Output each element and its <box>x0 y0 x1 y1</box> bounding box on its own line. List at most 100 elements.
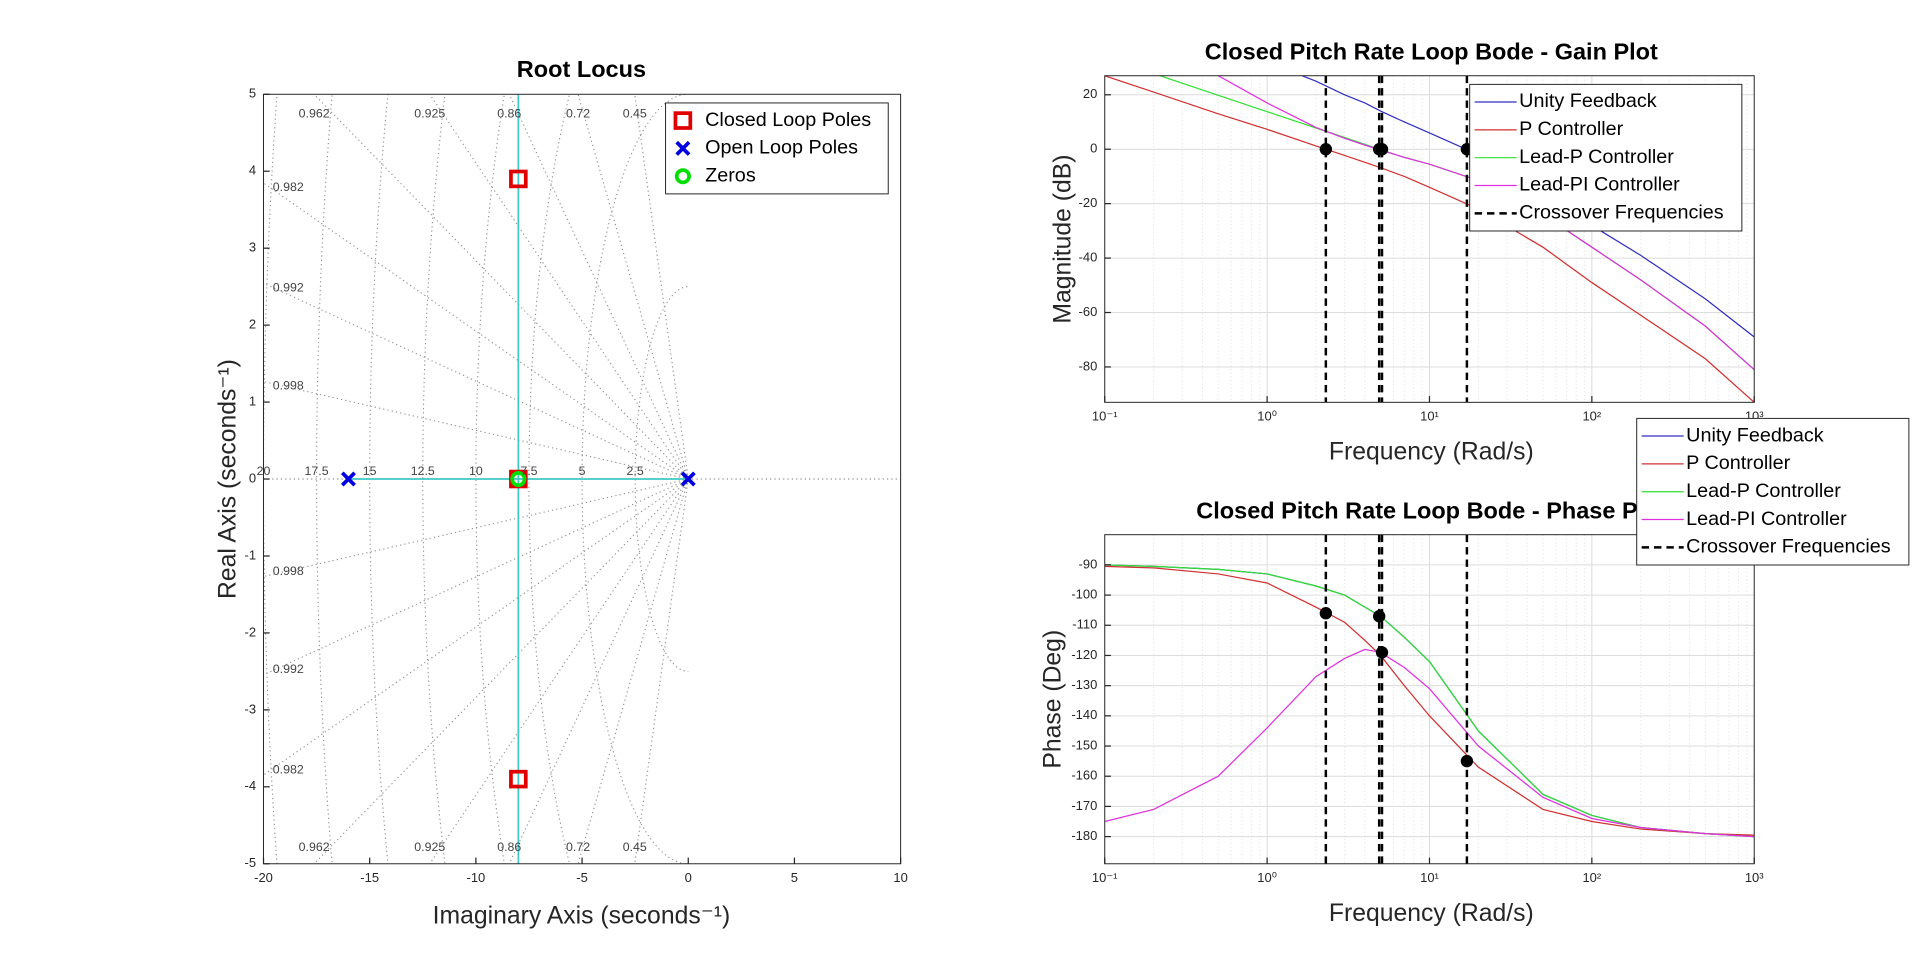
series-line <box>1216 75 1755 371</box>
y-tick-label: -1 <box>245 547 257 562</box>
legend-label: Closed Loop Poles <box>705 109 871 131</box>
x-tick-label: 5 <box>791 870 798 885</box>
crossover-point <box>1375 646 1389 659</box>
damping-label: 0.45 <box>623 106 647 120</box>
legend-label: Open Loop Poles <box>705 137 858 159</box>
y-tick-label: 0 <box>249 470 256 485</box>
axes: -20 -15 -10 -5 0 5 10-5-4-3-2-10123450.450.450… <box>214 56 907 930</box>
damping-label: 0.992 <box>273 662 304 676</box>
x-tick-label: 10² <box>1582 409 1601 424</box>
y-axis-label: Real Axis (seconds⁻¹) <box>214 359 241 599</box>
legend-label: Unity Feedback <box>1519 90 1657 112</box>
legend-label: Lead-PI Controller <box>1686 508 1847 530</box>
x-tick-label: 10⁰ <box>1257 870 1277 885</box>
y-tick-label: -60 <box>1079 304 1098 319</box>
series-line <box>1300 75 1755 338</box>
natural-frequency-label: 15 <box>363 464 377 478</box>
x-axis-label: Frequency (Rad/s) <box>1329 439 1534 466</box>
y-tick-label: -150 <box>1071 737 1097 752</box>
y-tick-label: -140 <box>1071 707 1097 722</box>
y-tick-label: 1 <box>249 393 256 408</box>
damping-label: 0.72 <box>566 840 590 854</box>
damping-label: 0.86 <box>497 106 521 120</box>
series-line <box>1104 564 1755 838</box>
x-tick-label: 10¹ <box>1420 870 1439 885</box>
x-tick-label: 10² <box>1582 870 1601 885</box>
legend-label: Crossover Frequencies <box>1519 202 1724 224</box>
x-tick-label: -15 <box>360 870 379 885</box>
y-tick-label: -2 <box>245 624 257 639</box>
legend: Unity Feedback P Controller Lead-P Control… <box>1636 417 1910 566</box>
y-tick-label: 0 <box>1090 141 1097 156</box>
legend-label: Crossover Frequencies <box>1686 536 1891 558</box>
closed-loop-pole <box>509 169 528 189</box>
legend: Closed Loop Poles Open Loop Poles Zeros <box>665 102 889 195</box>
natural-frequency-label: 12.5 <box>411 464 435 478</box>
natural-frequency-arc <box>634 286 689 672</box>
y-tick-label: 5 <box>249 86 256 101</box>
y-tick-label: -20 <box>1079 195 1098 210</box>
y-tick-label: 2 <box>249 317 256 332</box>
y-tick-label: -110 <box>1072 617 1097 632</box>
x-tick-label: 0 <box>685 870 692 885</box>
series-line <box>1104 75 1755 403</box>
legend-box <box>665 102 889 195</box>
y-tick-label: -80 <box>1079 358 1098 373</box>
x-axis-label: Frequency (Rad/s) <box>1329 900 1534 927</box>
damping-label: 0.992 <box>273 280 304 294</box>
damping-label: 0.962 <box>299 840 330 854</box>
x-tick-label: 10⁻¹ <box>1092 870 1118 885</box>
axes-box <box>1104 534 1755 865</box>
legend-label: P Controller <box>1686 452 1790 474</box>
damping-label: 0.982 <box>273 762 304 776</box>
natural-frequency-label: 10 <box>469 464 483 478</box>
axes-box <box>263 93 902 865</box>
damping-label: 0.962 <box>299 106 330 120</box>
axes-box <box>1104 75 1755 403</box>
crossover-point <box>1460 754 1474 768</box>
legend-swatch <box>674 168 691 185</box>
y-tick-label: -4 <box>245 778 257 793</box>
damping-label: 0.998 <box>273 379 304 393</box>
series-line <box>1104 648 1755 838</box>
open-loop-pole <box>680 471 696 487</box>
natural-frequency-label: 5 <box>579 464 586 478</box>
open-loop-pole <box>340 471 356 487</box>
chart-title: Root Locus <box>517 56 646 82</box>
crossover-point <box>1319 143 1333 156</box>
legend: Unity Feedback P Controller Lead-P Control… <box>1469 83 1743 232</box>
plot-content <box>1104 534 1755 864</box>
legend-label: Zeros <box>705 164 756 186</box>
series-line <box>1104 565 1755 836</box>
closed-loop-pole <box>509 769 528 789</box>
legend-label: P Controller <box>1519 118 1623 140</box>
legend-swatch <box>673 111 693 130</box>
x-tick-label: 10¹ <box>1420 409 1439 424</box>
legend-label: Unity Feedback <box>1686 424 1824 446</box>
chart-title: Closed Pitch Rate Loop Bode - Phase Plot <box>1196 498 1666 524</box>
x-tick-label: 10 <box>893 870 907 885</box>
crossover-point <box>1319 607 1333 620</box>
y-tick-label: -170 <box>1071 798 1097 813</box>
damping-label: 0.45 <box>623 840 647 854</box>
y-tick-label: 4 <box>249 163 256 178</box>
damping-label: 0.982 <box>273 180 304 194</box>
plot-content <box>263 94 901 864</box>
damping-label: 0.925 <box>414 106 445 120</box>
chart-title: Closed Pitch Rate Loop Bode - Gain Plot <box>1205 39 1658 65</box>
damping-label: 0.925 <box>414 840 445 854</box>
y-tick-label: -40 <box>1079 249 1098 264</box>
y-axis-label: Magnitude (dB) <box>1049 154 1076 323</box>
damping-label: 0.86 <box>497 840 521 854</box>
natural-frequency-label: 2.5 <box>627 464 644 478</box>
y-tick-label: -100 <box>1071 586 1097 601</box>
y-tick-label: -90 <box>1079 556 1098 571</box>
y-tick-label: -120 <box>1071 647 1097 662</box>
x-tick-label: -5 <box>576 870 588 885</box>
legend-swatch <box>675 140 691 156</box>
y-tick-label: -3 <box>245 701 257 716</box>
natural-frequency-label: 17.5 <box>305 464 329 478</box>
natural-frequency-label: 7.5 <box>520 464 537 478</box>
